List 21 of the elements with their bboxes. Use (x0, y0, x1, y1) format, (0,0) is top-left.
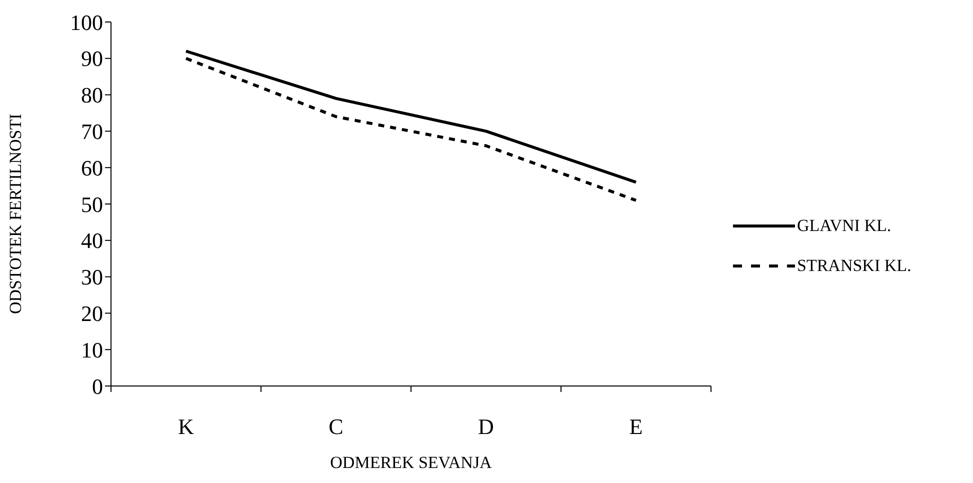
line-series (184, 56, 638, 202)
y-tick-label: 50 (81, 192, 103, 217)
legend-label: STRANSKI KL. (797, 256, 912, 276)
x-axis-title: ODMEREK SEVANJA (330, 453, 493, 472)
y-tick-label: 60 (81, 155, 103, 180)
y-tick-label: 40 (81, 228, 103, 254)
y-tick-label: 100 (70, 10, 103, 35)
y-axis-title: ODSTOTEK FERTILNOSTI (6, 113, 26, 314)
y-tick-label: 30 (81, 264, 103, 290)
y-tick-label: 20 (81, 301, 103, 326)
x-tick-label: K (178, 414, 194, 439)
y-tick-label: 10 (81, 337, 103, 362)
x-tick-label: E (629, 414, 643, 439)
y-tick-label: 80 (81, 82, 103, 108)
legend-label: GLAVNI KL. (797, 216, 892, 236)
y-tick-label: 90 (81, 46, 103, 72)
line-series (184, 50, 638, 184)
y-tick-label: 0 (92, 374, 103, 399)
x-tick-label: D (478, 414, 494, 439)
y-tick-label: 70 (81, 119, 103, 144)
x-tick-label: C (328, 414, 344, 439)
